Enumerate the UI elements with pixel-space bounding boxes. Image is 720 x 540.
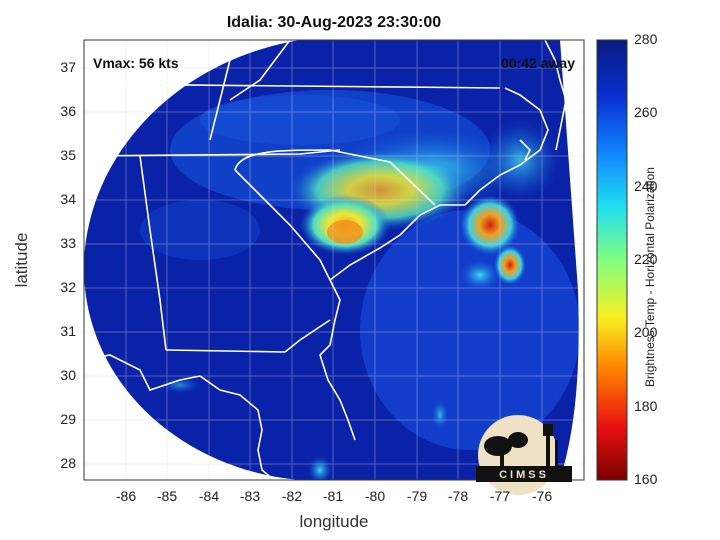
y-tick-label: 33 (60, 235, 76, 251)
y-tick-label: 34 (60, 191, 76, 207)
colorbar-label: Brightness Temp - Horizontal Polarizatio… (643, 167, 657, 387)
x-tick-label: -79 (406, 488, 428, 504)
vmax-annotation: Vmax: 56 kts (93, 55, 179, 71)
x-tick-label: -86 (115, 488, 137, 504)
y-tick-label: 31 (60, 323, 76, 339)
time-away-annotation: 00:42 away (501, 55, 575, 71)
y-tick-label: 28 (60, 455, 76, 471)
x-axis-label: longitude (299, 512, 369, 531)
y-axis-label: latitude (12, 232, 31, 288)
y-tick-label: 32 (60, 279, 76, 295)
plot-frame (83, 39, 585, 481)
colorbar-tick-label: 200 (634, 324, 658, 340)
colorbar-tick-label: 240 (634, 178, 658, 194)
x-tick-label: -85 (156, 488, 178, 504)
y-tick-label: 30 (60, 367, 76, 383)
colorbar-tick-label: 280 (634, 31, 658, 47)
x-tick-label: -80 (364, 488, 386, 504)
x-tick-label: -81 (322, 488, 344, 504)
x-tick-label: -84 (198, 488, 220, 504)
colorbar (596, 39, 628, 481)
x-tick-label: -78 (447, 488, 469, 504)
colorbar-tick-label: 180 (634, 398, 658, 414)
y-tick-label: 35 (60, 147, 76, 163)
colorbar-tick-label: 160 (634, 471, 658, 487)
x-tick-label: -77 (489, 488, 511, 504)
y-tick-label: 37 (60, 59, 76, 75)
y-tick-label: 29 (60, 411, 76, 427)
x-tick-label: -76 (531, 488, 553, 504)
coastlines-and-borders (84, 40, 567, 480)
y-tick-label: 36 (60, 103, 76, 119)
colorbar-tick-label: 220 (634, 251, 658, 267)
page-title: Idalia: 30-Aug-2023 23:30:00 (226, 14, 442, 31)
x-tick-label: -83 (239, 488, 261, 504)
brightness-temp-swath (84, 40, 579, 480)
colorbar-tick-label: 260 (634, 104, 658, 120)
cimss-logo-text: CIMSS (499, 469, 549, 481)
cimss-logo: CIMSS (476, 415, 572, 495)
x-tick-label: -82 (281, 488, 303, 504)
